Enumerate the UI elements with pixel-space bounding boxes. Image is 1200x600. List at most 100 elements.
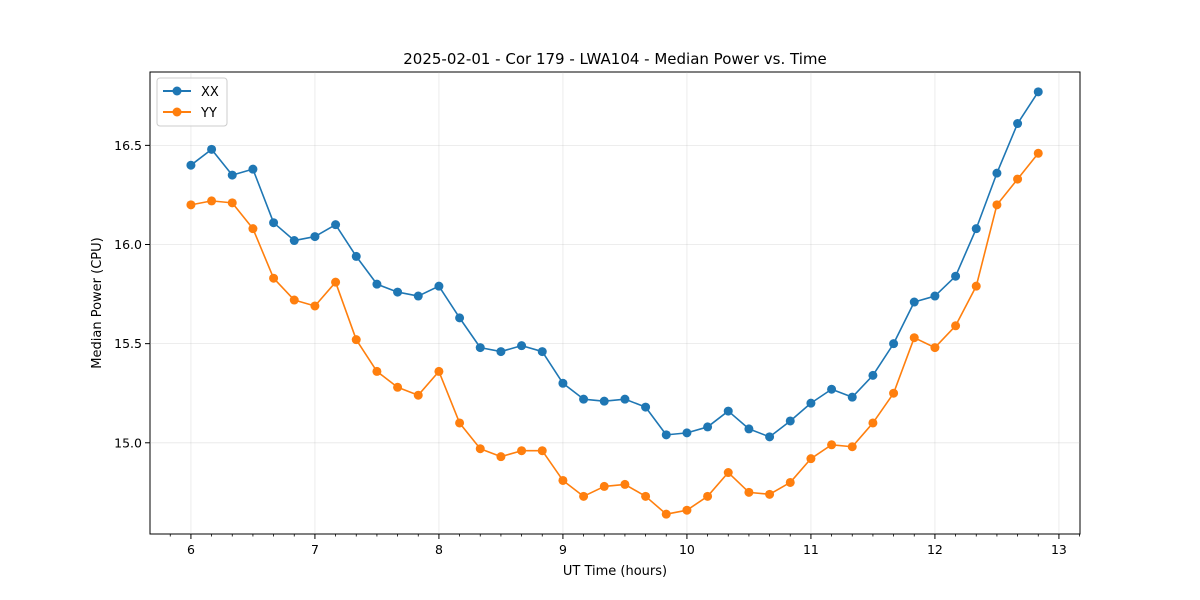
y-tick-label: 15.0	[114, 435, 142, 450]
data-point-xx	[269, 218, 279, 228]
x-tick-label: 9	[559, 542, 567, 557]
data-point-yy	[579, 491, 589, 501]
data-point-yy	[496, 452, 506, 462]
data-point-xx	[682, 428, 692, 438]
legend-marker-yy	[172, 107, 182, 117]
data-point-xx	[393, 287, 403, 297]
axes: 6 7 8 9 10 11 12 13 15.0 15.5 16.0 16.5	[114, 138, 1080, 557]
data-point-yy	[269, 273, 279, 283]
data-point-xx	[310, 232, 320, 242]
data-point-xx	[703, 422, 713, 432]
series-line-xx	[190, 91, 1039, 438]
data-point-xx	[413, 291, 423, 301]
data-point-yy	[186, 200, 196, 210]
data-point-yy	[455, 418, 465, 428]
data-point-xx	[889, 339, 899, 349]
data-point-xx	[351, 251, 361, 261]
data-point-yy	[806, 454, 816, 464]
y-axis-label: Median Power (CPU)	[90, 237, 105, 368]
y-tick-label: 16.5	[114, 138, 142, 153]
data-point-yy	[434, 366, 444, 376]
data-point-xx	[868, 370, 878, 380]
data-point-xx	[971, 224, 981, 234]
data-point-yy	[868, 418, 878, 428]
data-point-yy	[951, 321, 961, 331]
data-point-yy	[847, 442, 857, 452]
data-point-yy	[599, 481, 609, 491]
data-point-xx	[806, 398, 816, 408]
data-point-xx	[579, 394, 589, 404]
data-point-yy	[723, 468, 733, 478]
data-point-xx	[537, 347, 547, 357]
x-tick-label: 8	[435, 542, 443, 557]
data-point-xx	[475, 343, 485, 353]
data-point-xx	[455, 313, 465, 323]
data-point-yy	[413, 390, 423, 400]
data-point-yy	[827, 440, 837, 450]
data-point-xx	[951, 271, 961, 281]
data-point-xx	[744, 424, 754, 434]
legend-label-yy: YY	[200, 106, 217, 121]
data-point-yy	[248, 224, 258, 234]
data-point-xx	[289, 236, 299, 246]
data-point-xx	[496, 347, 506, 357]
data-point-yy	[310, 301, 320, 311]
data-point-xx	[1033, 87, 1043, 97]
data-point-yy	[537, 446, 547, 456]
data-point-yy	[971, 281, 981, 291]
data-point-xx	[847, 392, 857, 402]
x-tick-label: 6	[187, 542, 195, 557]
data-point-yy	[765, 489, 775, 499]
data-point-xx	[207, 144, 217, 154]
data-point-yy	[661, 509, 671, 519]
data-point-xx	[930, 291, 940, 301]
data-point-yy	[393, 382, 403, 392]
data-point-xx	[599, 396, 609, 406]
legend-marker-xx	[172, 86, 182, 96]
data-point-yy	[889, 388, 899, 398]
data-point-xx	[372, 279, 382, 289]
data-point-xx	[909, 297, 919, 307]
data-point-xx	[558, 378, 568, 388]
data-point-xx	[227, 170, 237, 180]
data-point-yy	[703, 491, 713, 501]
data-point-yy	[744, 487, 754, 497]
data-point-yy	[682, 505, 692, 515]
data-point-yy	[331, 277, 341, 287]
data-point-yy	[620, 479, 630, 489]
data-point-xx	[785, 416, 795, 426]
data-point-yy	[1013, 174, 1023, 184]
x-tick-label: 10	[679, 542, 695, 557]
series-layer	[186, 87, 1043, 519]
grid-lines	[150, 72, 1080, 534]
data-point-xx	[331, 220, 341, 230]
data-point-yy	[930, 343, 940, 353]
data-point-xx	[1013, 119, 1023, 129]
data-point-yy	[1033, 148, 1043, 158]
data-point-xx	[620, 394, 630, 404]
data-point-xx	[641, 402, 651, 412]
y-tick-label: 16.0	[114, 237, 142, 252]
data-point-yy	[517, 446, 527, 456]
data-point-xx	[248, 164, 258, 174]
x-tick-label: 12	[927, 542, 943, 557]
data-point-yy	[351, 335, 361, 345]
x-axis-label: UT Time (hours)	[563, 564, 667, 579]
legend: XX YY	[156, 77, 228, 127]
data-point-xx	[434, 281, 444, 291]
data-point-yy	[785, 477, 795, 487]
data-point-yy	[641, 491, 651, 501]
data-point-xx	[517, 341, 527, 351]
chart-title: 2025-02-01 - Cor 179 - LWA104 - Median P…	[403, 50, 827, 68]
series-line-yy	[190, 152, 1039, 515]
data-point-yy	[207, 196, 217, 206]
plot-area	[149, 71, 1081, 535]
data-point-xx	[992, 168, 1002, 178]
data-point-yy	[372, 366, 382, 376]
x-tick-label: 7	[311, 542, 319, 557]
data-point-xx	[765, 432, 775, 442]
data-point-yy	[475, 444, 485, 454]
data-point-xx	[723, 406, 733, 416]
